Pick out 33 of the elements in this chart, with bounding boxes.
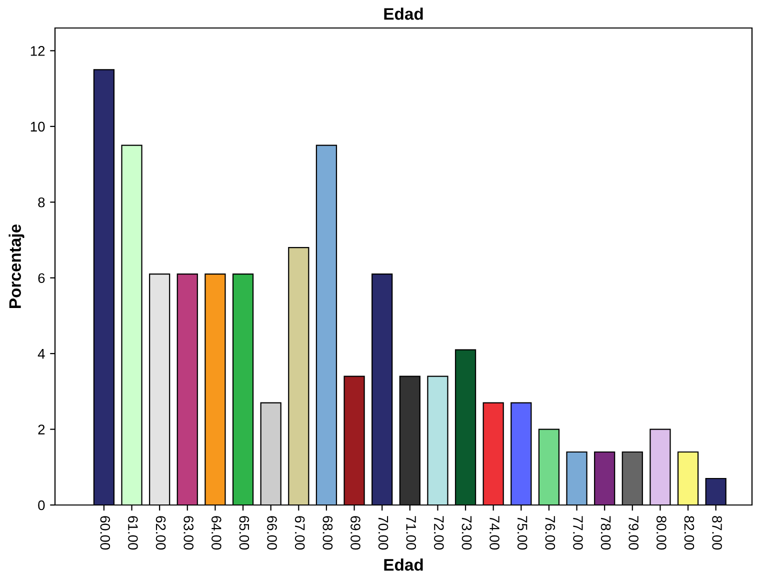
y-tick-label: 8 — [38, 197, 45, 208]
x-tick-label: 60.00 — [100, 516, 110, 550]
y-tick-label: 0 — [38, 500, 45, 510]
y-tick-label: 10 — [30, 122, 45, 132]
chart-title: Edad — [384, 8, 423, 20]
x-tick-label: 64.00 — [211, 516, 222, 550]
x-tick-label: 61.00 — [128, 516, 138, 550]
x-tick-label: 71.00 — [406, 516, 416, 550]
x-tick-label: 75.00 — [517, 516, 528, 550]
y-tick-label: 4 — [38, 349, 45, 359]
x-tick-label: 65.00 — [239, 516, 250, 550]
x-tick-label: 82.00 — [684, 516, 694, 550]
x-tick-label: 73.00 — [462, 516, 472, 550]
x-tick-label: 74.00 — [490, 516, 500, 550]
y-tick-label: 12 — [30, 46, 45, 56]
y-axis-title: Porcentaje — [8, 224, 24, 308]
x-tick-label: 68.00 — [322, 516, 333, 550]
x-tick-label: 62.00 — [156, 516, 166, 550]
x-tick-label: 76.00 — [545, 516, 556, 550]
x-tick-label: 77.00 — [573, 516, 583, 550]
x-tick-label: 69.00 — [350, 516, 360, 550]
x-tick-label: 87.00 — [712, 516, 722, 550]
x-axis-title: Edad — [384, 558, 423, 571]
x-tick-label: 72.00 — [434, 516, 444, 550]
x-tick-label: 66.00 — [267, 516, 277, 550]
x-tick-label: 70.00 — [378, 516, 388, 550]
y-tick-label: 6 — [38, 273, 45, 284]
x-tick-label: 78.00 — [600, 516, 611, 550]
x-tick-label: 67.00 — [294, 516, 305, 550]
x-tick-label: 63.00 — [184, 516, 194, 550]
x-tick-label: 79.00 — [628, 516, 639, 550]
x-tick-label: 80.00 — [656, 516, 666, 550]
y-tick-label: 2 — [38, 424, 45, 434]
